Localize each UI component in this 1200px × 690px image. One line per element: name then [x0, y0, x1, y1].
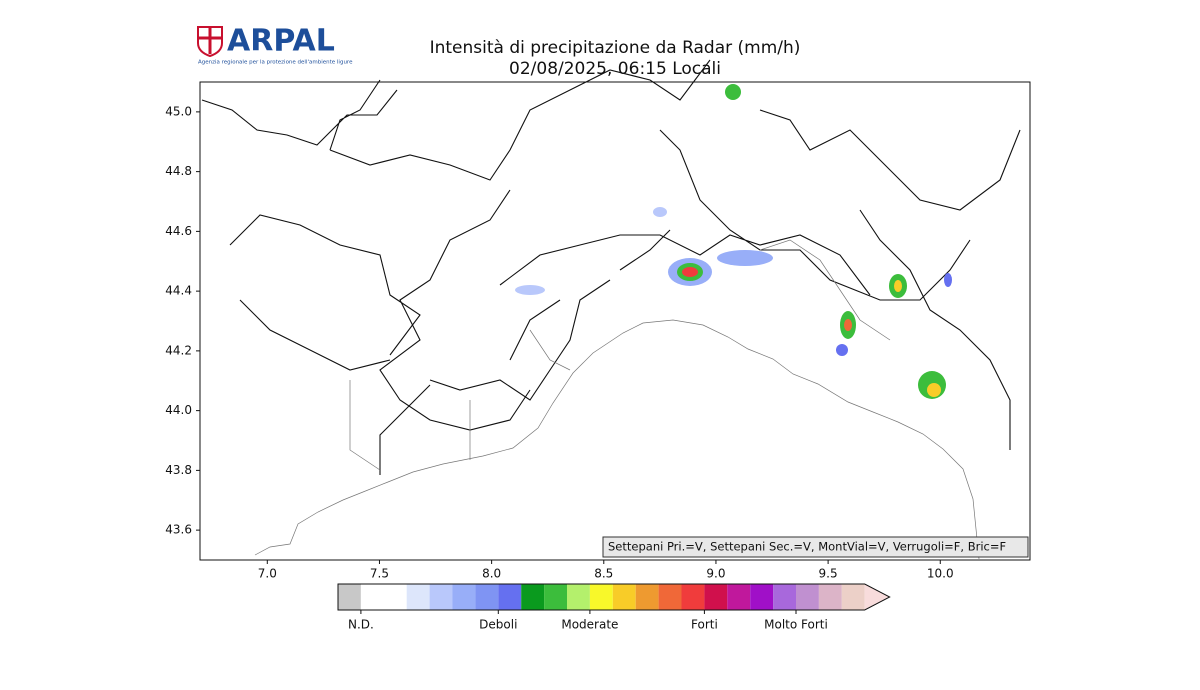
echo — [717, 250, 773, 266]
colorbar-cell — [338, 584, 361, 610]
colorbar-label: Deboli — [479, 618, 517, 632]
logo-subtitle: Agenzia regionale per la protezione dell… — [198, 60, 353, 66]
title: Intensità di precipitazione da Radar (mm… — [430, 38, 801, 58]
colorbar-cell — [498, 584, 522, 610]
colorbar-label: Moderate — [561, 618, 618, 632]
colorbar-cell — [544, 584, 567, 610]
colorbar-outline — [337, 583, 891, 611]
logo-cross — [199, 28, 221, 54]
y-tick-label: 44.8 — [165, 164, 192, 178]
municipal-borders — [349, 239, 891, 471]
subtitle: 02/08/2025, 06:15 Locali — [509, 59, 721, 79]
x-tick-label: 7.0 — [258, 567, 277, 581]
colorbar-label: Forti — [691, 618, 718, 632]
colorbar-cell — [750, 584, 774, 610]
x-tick-label: 9.5 — [819, 567, 838, 581]
logo: ARPAL Agenzia regionale per la protezion… — [197, 24, 353, 66]
x-tick-label: 8.0 — [482, 567, 501, 581]
colorbar-cell — [475, 584, 499, 610]
y-tick-label: 43.8 — [165, 463, 192, 477]
logo-text: ARPAL — [227, 24, 335, 59]
note-box — [602, 536, 1029, 558]
colorbar-cell — [704, 584, 728, 610]
echo — [682, 267, 698, 277]
radar-echoes — [515, 84, 952, 399]
colorbar-cell — [612, 584, 636, 610]
echo — [894, 280, 902, 292]
y-tick-label: 44.6 — [165, 224, 192, 238]
colorbar-cell — [841, 584, 865, 610]
echo — [836, 344, 848, 356]
y-tick-label: 45.0 — [165, 104, 192, 118]
coastline — [254, 319, 980, 560]
colorbar-cell — [429, 584, 453, 610]
colorbar-cell — [681, 584, 705, 610]
colorbar-cell — [796, 584, 819, 610]
echo — [515, 285, 545, 295]
y-tick-label: 43.6 — [165, 523, 192, 537]
colorbar-cell — [521, 584, 545, 610]
admin-borders — [201, 59, 1021, 450]
echo — [944, 273, 952, 287]
echo — [653, 207, 667, 217]
x-tick-label: 8.5 — [594, 567, 613, 581]
echo — [725, 84, 741, 100]
colorbar-label: Molto Forti — [764, 618, 828, 632]
colorbar-cell — [658, 584, 682, 610]
colorbar-cell — [589, 584, 613, 610]
colorbar-cell — [567, 584, 590, 610]
echo — [844, 319, 852, 331]
y-tick-label: 44.0 — [165, 403, 192, 417]
colorbar-cell — [727, 584, 751, 610]
colorbar-cell — [818, 584, 842, 610]
y-tick-label: 44.2 — [165, 343, 192, 357]
echo — [927, 383, 941, 397]
map-frame — [199, 81, 1031, 561]
colorbar-cell — [452, 584, 476, 610]
y-tick-label: 44.4 — [165, 284, 192, 298]
x-tick-label: 9.0 — [706, 567, 725, 581]
colorbar-cell — [383, 584, 407, 610]
colorbar-cell — [406, 584, 430, 610]
colorbar-cell — [773, 584, 796, 610]
province-borders — [379, 229, 671, 475]
colorbar-cell — [635, 584, 659, 610]
colorbar-extend — [864, 584, 890, 610]
colorbar-label: N.D. — [348, 618, 374, 632]
colorbar-cell — [360, 584, 384, 610]
x-tick-label: 10.0 — [927, 567, 954, 581]
x-tick-label: 7.5 — [370, 567, 389, 581]
note: Settepani Pri.=V, Settepani Sec.=V, Mont… — [608, 540, 1006, 554]
map-features — [201, 59, 1021, 560]
